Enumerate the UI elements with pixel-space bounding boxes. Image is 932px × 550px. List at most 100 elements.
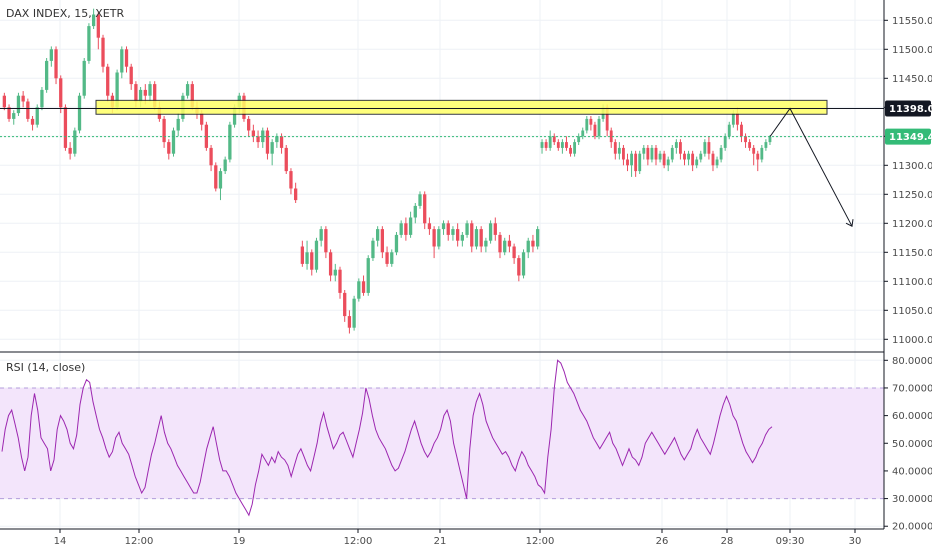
candle-body xyxy=(752,147,756,154)
candle-body xyxy=(634,153,638,172)
candle-body xyxy=(597,118,601,137)
candle-body xyxy=(376,229,380,241)
candle-body xyxy=(209,147,213,166)
rsi-axis-tick-label: 20.0000 xyxy=(892,522,932,533)
candle-body xyxy=(723,136,727,148)
candle-body xyxy=(54,49,58,79)
candle-body xyxy=(711,153,715,166)
rsi-line-series xyxy=(1,359,773,517)
candle-body xyxy=(503,240,507,253)
candle-body xyxy=(683,153,686,160)
candle-body xyxy=(581,130,585,137)
rsi-axis-tick-label: 30.0000 xyxy=(892,494,932,505)
candle-body xyxy=(143,89,147,96)
price-axis[interactable]: 11000.00 11050.00 11100.00 11150.00 11200.00… xyxy=(884,16,932,346)
candle-body xyxy=(124,49,129,67)
candle-body xyxy=(361,281,366,293)
price-axis-tick-label: 11150.00 xyxy=(892,248,932,259)
candle-body xyxy=(432,229,436,247)
candle-body xyxy=(670,147,674,160)
candle-body xyxy=(695,159,699,166)
candle-body xyxy=(512,246,516,259)
price-axis-tick-label: 11500.00 xyxy=(892,45,932,56)
candle-body xyxy=(73,130,77,154)
candle-body xyxy=(465,223,469,235)
candle-body xyxy=(333,269,337,276)
candle-body xyxy=(456,229,460,241)
candle-body xyxy=(735,113,739,125)
candle-body xyxy=(310,252,314,270)
candle-body xyxy=(106,66,110,96)
candle-body xyxy=(284,147,288,172)
candle-body xyxy=(399,223,403,235)
rsi-axis[interactable]: 20.0000 30.0000 40.0000 50.0000 60.0000 70.00… xyxy=(884,356,932,533)
candle-body xyxy=(200,113,204,125)
candle-body xyxy=(526,240,530,253)
candle-body xyxy=(385,252,389,264)
candle-body xyxy=(609,130,613,143)
candle-body xyxy=(120,49,124,73)
candle-body xyxy=(536,229,540,247)
candle-body xyxy=(305,252,309,264)
candle-body xyxy=(674,142,678,148)
candle-body xyxy=(404,223,408,235)
candle-body xyxy=(585,118,589,131)
candle-body xyxy=(366,258,370,293)
candle-body xyxy=(218,171,223,189)
price-axis-tick-label: 11000.00 xyxy=(892,335,932,346)
candle-body xyxy=(531,240,535,247)
rsi-indicator-title: RSI (14, close) xyxy=(6,361,85,374)
candle-body xyxy=(44,60,49,90)
candle-body xyxy=(569,147,572,154)
candle-body xyxy=(617,147,621,154)
time-axis-tick-label: 26 xyxy=(656,536,669,547)
candle-body xyxy=(707,142,711,154)
time-axis-tick-label: 09:30 xyxy=(776,536,805,547)
price-axis-tick-label: 11550.00 xyxy=(892,16,932,27)
candle-body xyxy=(91,14,96,27)
candle-body xyxy=(390,252,394,264)
candle-body xyxy=(328,252,333,276)
candle-body xyxy=(138,89,143,102)
candle-body xyxy=(204,124,209,148)
candle-body xyxy=(666,159,670,166)
candle-body xyxy=(294,188,298,201)
candle-body xyxy=(413,205,417,218)
main-chart-title: DAX INDEX, 15, XETR xyxy=(6,7,124,20)
candle-body xyxy=(556,142,560,148)
candle-body xyxy=(552,136,556,143)
candle-body xyxy=(622,147,625,160)
time-axis-tick-label: 30 xyxy=(849,536,862,547)
candle-body xyxy=(646,147,650,160)
candle-body xyxy=(115,72,119,108)
candle-body xyxy=(357,281,361,299)
candle-body xyxy=(446,223,450,235)
candle-body xyxy=(256,136,260,143)
candle-body xyxy=(613,142,617,154)
candle-body xyxy=(371,240,375,259)
candle-body xyxy=(573,142,577,154)
candle-body xyxy=(343,292,347,317)
candle-body xyxy=(498,234,502,253)
candlestick-series xyxy=(2,8,772,334)
time-axis-tick-label: 28 xyxy=(721,536,734,547)
candle-body xyxy=(517,258,521,276)
candle-body xyxy=(185,84,190,96)
candle-body xyxy=(544,142,548,148)
candle-body xyxy=(691,153,695,166)
candle-body xyxy=(270,142,274,154)
price-axis-tick-label: 11300.00 xyxy=(892,161,932,172)
price-tag-11349: 11349.40 xyxy=(885,128,932,145)
candle-body xyxy=(232,107,237,125)
time-axis[interactable]: 14 12:00 19 12:00 21 12:00 26 28 09:30 30 xyxy=(54,529,862,547)
candle-body xyxy=(768,136,772,143)
projection-arrow-path[interactable] xyxy=(769,107,853,227)
candle-body xyxy=(605,107,609,131)
candle-body xyxy=(470,223,474,247)
candle-body xyxy=(699,153,703,160)
time-axis-tick-label: 19 xyxy=(233,536,246,547)
resistance-zone[interactable] xyxy=(95,99,828,115)
candle-body xyxy=(548,136,552,148)
candle-body xyxy=(474,229,479,247)
